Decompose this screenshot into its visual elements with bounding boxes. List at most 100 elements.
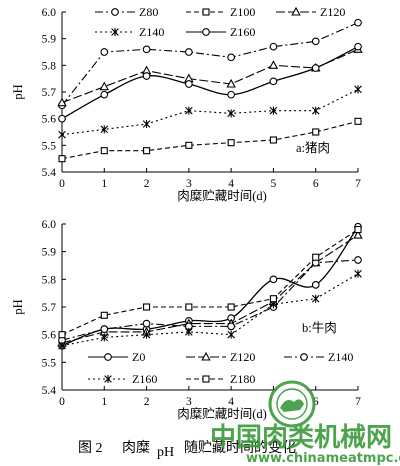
- data-point: [227, 330, 235, 339]
- data-point: [142, 319, 151, 328]
- data-point: [143, 303, 151, 311]
- data-point: [58, 331, 66, 339]
- caption-text-a: 肉糜: [122, 439, 150, 456]
- data-point: [100, 125, 109, 134]
- legend-item: Z140: [95, 25, 164, 39]
- y-axis-title-b: pH: [11, 299, 25, 314]
- legend-marker: [111, 28, 119, 36]
- data-point: [58, 155, 66, 163]
- legend-label: Z120: [320, 5, 345, 19]
- legend-marker: [202, 375, 210, 383]
- legend-item: Z120: [276, 5, 345, 19]
- y-tick-label: 5.6: [42, 330, 57, 342]
- x-tick-label: 4: [228, 178, 234, 190]
- series-line: [61, 234, 359, 344]
- data-point: [353, 229, 363, 239]
- y-tick-label: 5.5: [42, 357, 57, 369]
- data-point: [268, 60, 279, 69]
- legend-marker: [300, 353, 308, 361]
- data-point: [311, 37, 320, 46]
- data-point: [354, 269, 362, 278]
- legend-item: Z160: [186, 25, 255, 39]
- data-point: [58, 114, 66, 123]
- data-point: [185, 141, 193, 149]
- data-point: [269, 136, 277, 144]
- data-point: [142, 72, 151, 80]
- x-axis-title-b: 肉糜贮藏时间(d): [177, 406, 267, 421]
- data-point: [143, 147, 151, 155]
- panel-label-a: a:猪肉: [296, 141, 330, 155]
- series-z160: [58, 42, 362, 123]
- data-point: [312, 128, 320, 136]
- x-tick-label: 7: [355, 396, 361, 408]
- x-tick-label: 1: [101, 396, 107, 408]
- series-z180: [58, 225, 362, 339]
- data-point: [269, 77, 278, 86]
- data-point: [100, 90, 109, 99]
- watermark-logo-icon: [268, 380, 316, 428]
- data-point: [354, 256, 362, 264]
- data-point: [185, 327, 193, 336]
- legend-item: Z160: [88, 372, 157, 386]
- x-tick-label: 3: [186, 396, 192, 408]
- series-line: [61, 120, 359, 160]
- y-tick-label: 5.7: [42, 302, 57, 314]
- y-tick-label: 5.9: [42, 34, 57, 46]
- legend-item: Z0: [88, 350, 145, 364]
- series-line: [61, 22, 359, 106]
- y-tick-label: 6.0: [42, 7, 57, 19]
- data-point: [227, 139, 235, 147]
- legend-label: Z180: [230, 372, 255, 386]
- data-point: [100, 325, 109, 333]
- data-point: [269, 42, 278, 51]
- series-line: [61, 48, 359, 104]
- series-z160: [58, 269, 362, 350]
- data-point: [185, 48, 193, 56]
- x-tick-label: 1: [101, 178, 107, 190]
- x-tick-label: 5: [271, 178, 277, 190]
- x-tick-label: 6: [313, 178, 319, 190]
- watermark: 中国肉类机械网 www.chinameatmpc.org: [210, 380, 400, 466]
- data-point: [100, 48, 109, 56]
- data-point: [185, 303, 193, 311]
- data-point: [311, 64, 320, 72]
- data-point: [354, 117, 362, 125]
- x-tick-label: 3: [186, 178, 192, 190]
- x-tick-label: 0: [59, 178, 65, 190]
- data-point: [312, 253, 320, 261]
- y-tick-label: 5.8: [42, 60, 57, 72]
- data-point: [354, 42, 362, 51]
- series-z80: [58, 18, 362, 110]
- legend-label: Z80: [139, 5, 158, 19]
- data-point: [227, 322, 235, 331]
- y-tick-label: 5.6: [42, 114, 57, 126]
- y-tick-label: 5.8: [42, 274, 57, 286]
- x-tick-label: 4: [228, 396, 234, 408]
- x-tick-label: 6: [313, 396, 319, 408]
- data-point: [354, 18, 362, 27]
- legend-marker: [201, 351, 211, 361]
- series-line: [61, 273, 359, 347]
- legend-label: Z160: [132, 372, 157, 386]
- watermark-url: www.chinameatmpc.org: [246, 451, 400, 466]
- series-line: [61, 259, 359, 341]
- legend-label: Z100: [230, 5, 255, 19]
- data-point: [227, 303, 235, 311]
- data-point: [58, 341, 66, 350]
- data-point: [142, 330, 151, 339]
- data-point: [227, 90, 235, 99]
- y-tick-label: 5.4: [42, 167, 57, 179]
- y-tick-label: 5.5: [42, 140, 57, 152]
- data-point: [57, 97, 67, 107]
- y-tick-label: 5.9: [42, 247, 57, 259]
- y-tick-label: 6.0: [42, 219, 57, 231]
- data-point: [142, 45, 151, 54]
- data-point: [354, 85, 362, 94]
- series-z100: [58, 117, 362, 163]
- x-tick-label: 0: [59, 396, 65, 408]
- legend-item: Z140: [284, 350, 353, 364]
- series-z140: [58, 85, 362, 139]
- series-line: [61, 229, 359, 336]
- data-point: [269, 295, 277, 303]
